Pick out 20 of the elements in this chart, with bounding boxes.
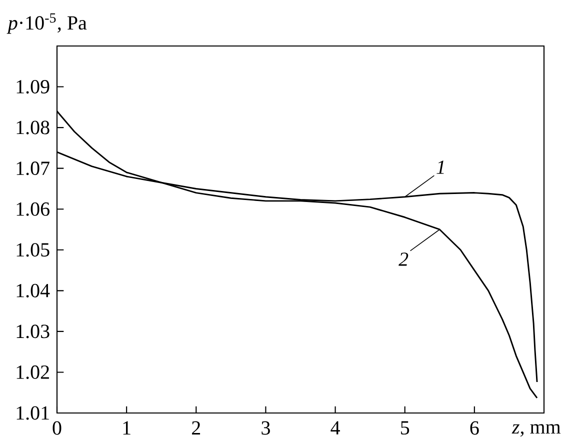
legend-label: 2 [398, 252, 408, 266]
y-tick-label: 1.03 [16, 324, 50, 338]
y-tick-label: 1.01 [16, 406, 49, 420]
series-label: 1 [436, 160, 444, 174]
y-tick-label: 1.08 [16, 120, 50, 134]
x-tick-label: 5 [401, 421, 410, 435]
x-tick-label: 3 [262, 421, 270, 435]
x-tick-label: 4 [330, 421, 340, 434]
x-tick-label: 6 [470, 421, 479, 435]
x-axis-title: z, mm [512, 424, 561, 437]
x-tick-label: 0 [52, 421, 62, 435]
x-tick-label: 1 [123, 421, 130, 434]
y-axis-title: p·10$^{-5}$, Pa [6, 13, 87, 34]
y-tick-label: 1.04 [16, 284, 50, 298]
y-tick-label: 1.09 [16, 80, 50, 94]
x-tick-label: 2 [192, 421, 200, 435]
y-tick-label: 1.02 [16, 365, 49, 380]
y-tick-label: 1.07 [16, 162, 50, 176]
y-tick-label: 1.05 [16, 243, 50, 257]
y-tick-label: 1.06 [16, 202, 50, 216]
